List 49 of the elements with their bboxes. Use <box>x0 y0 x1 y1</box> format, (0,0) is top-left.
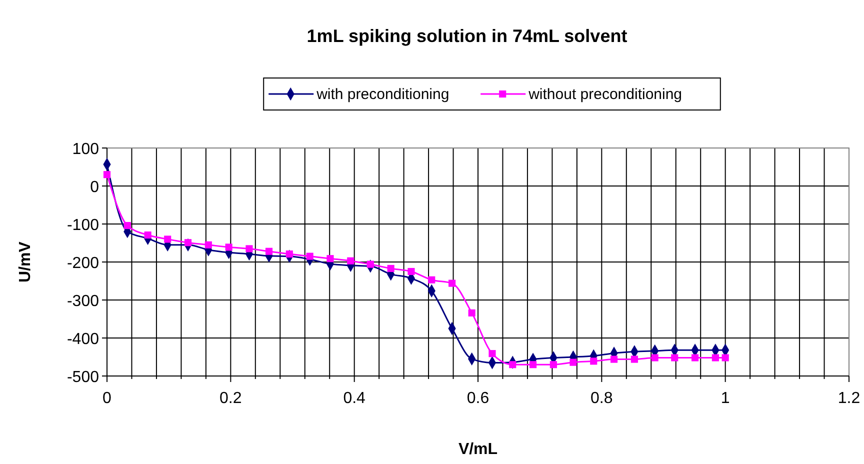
y-tick-label: 100 <box>72 141 100 158</box>
point <box>692 354 699 362</box>
point <box>448 280 456 287</box>
point <box>671 354 678 362</box>
point <box>225 244 232 251</box>
point <box>550 361 557 368</box>
y-tick-label: -300 <box>66 293 100 310</box>
point <box>246 245 253 252</box>
point <box>468 309 476 316</box>
point <box>144 231 152 239</box>
point <box>326 255 334 262</box>
point <box>570 358 577 366</box>
point <box>265 248 273 255</box>
point <box>286 250 293 258</box>
y-tick-label: -200 <box>66 255 100 272</box>
chart-title: 1mL spiking solution in 74mL solvent <box>306 26 628 46</box>
x-tick-label: 0 <box>102 390 112 407</box>
point <box>509 361 516 368</box>
y-tick-label: 0 <box>90 179 100 196</box>
y-tick-label: -100 <box>66 217 100 234</box>
y-tick-label: -500 <box>66 369 100 386</box>
x-tick-label: 0.8 <box>590 390 613 407</box>
x-tick-label: 0.2 <box>220 390 242 407</box>
y-axis-title: U/mV <box>17 241 34 282</box>
point <box>164 236 172 243</box>
point <box>610 356 618 363</box>
point <box>630 356 638 363</box>
x-tick-label: 0.4 <box>343 390 366 407</box>
legend-label: with preconditioning <box>316 86 450 103</box>
point <box>184 239 192 246</box>
point <box>488 350 496 358</box>
point <box>590 358 598 365</box>
point <box>428 276 436 284</box>
x-tick-label: 0.6 <box>466 390 490 407</box>
point <box>103 171 111 178</box>
point <box>387 264 394 272</box>
point <box>722 354 729 362</box>
y-tick-label: -400 <box>66 331 100 348</box>
point <box>712 354 719 362</box>
x-tick-label: 1.2 <box>838 390 860 407</box>
point <box>651 354 658 362</box>
point <box>204 241 212 248</box>
x-tick-label: 1 <box>720 390 730 407</box>
point <box>529 361 537 368</box>
legend-label: without preconditioning <box>528 86 682 103</box>
point <box>124 222 131 230</box>
x-axis-title: V/mL <box>458 441 498 458</box>
point <box>408 268 415 276</box>
point <box>347 257 354 264</box>
